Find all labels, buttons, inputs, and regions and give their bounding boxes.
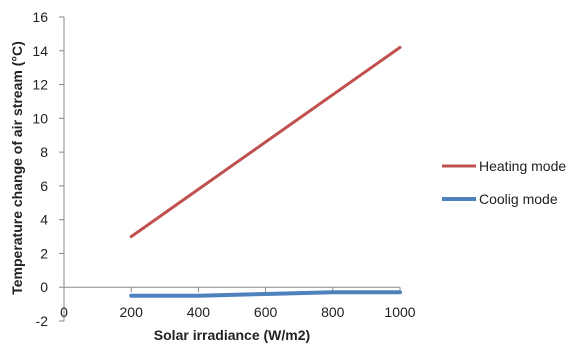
y-tick-label: 10 [32,110,48,126]
x-tick-label: 1000 [384,304,415,320]
y-tick-label: 4 [40,212,48,228]
y-tick-label: -2 [36,313,49,329]
series-line-heating-mode [129,45,402,239]
series-layer [129,45,402,298]
x-tick-label: 400 [187,304,211,320]
axes [63,17,400,321]
x-tick-label: 200 [120,304,144,320]
y-tick-label: 8 [40,144,48,160]
y-tick-label: 14 [32,43,48,59]
y-tick-label: 2 [40,245,48,261]
y-axis-title: Temperature change of air stream (°C) [9,41,25,295]
y-axis-ticks: -2 0 2 4 6 8 10 12 14 16 [32,9,64,329]
legend-label: Heating mode [479,158,566,174]
series-line-coolig-mode [129,290,402,298]
legend: Heating mode Coolig mode [442,158,566,207]
x-axis-title: Solar irradiance (W/m2) [154,327,310,343]
y-tick-label: 0 [40,279,48,295]
x-tick-label: 0 [60,304,68,320]
x-axis-ticks: 0 200 400 600 800 1000 [60,287,416,320]
x-tick-label: 600 [254,304,278,320]
y-tick-label: 12 [32,77,48,93]
legend-label: Coolig mode [479,191,558,207]
x-tick-label: 800 [321,304,345,320]
y-tick-label: 6 [40,178,48,194]
y-tick-label: 16 [32,9,48,25]
